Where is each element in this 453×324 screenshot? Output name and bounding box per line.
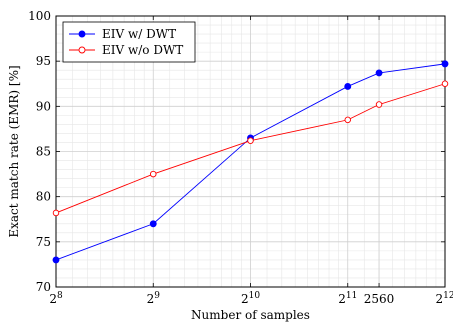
series-line-2 (55, 83, 446, 214)
tick-labels: 70 75 80 85 90 95 100 28 29 210 211 2560 212 (28, 9, 453, 306)
x-tick-label: 29 (147, 291, 161, 306)
series-lines (52, 60, 449, 264)
legend-label: EIV w/ DWT (102, 27, 176, 41)
data-point (441, 80, 449, 87)
x-tick-label: 2560 (364, 292, 395, 306)
series-line-1 (55, 63, 446, 261)
legend-swatch-marker (78, 46, 86, 54)
y-tick-label: 80 (36, 190, 51, 204)
data-point (52, 209, 60, 217)
x-tick-label: 210 (241, 291, 260, 306)
y-tick-label: 70 (36, 280, 51, 294)
data-point (149, 170, 157, 178)
x-axis-label: Number of samples (191, 308, 310, 322)
y-tick-label: 100 (28, 9, 51, 23)
x-tick-label: 211 (338, 291, 357, 306)
x-tick-label: 28 (49, 291, 63, 306)
axes (55, 15, 446, 288)
legend-swatch-marker (78, 30, 86, 38)
y-tick-label: 75 (36, 235, 51, 249)
y-tick-label: 90 (36, 99, 51, 113)
y-axis-label: Exact match rate (EMR) [%] (7, 65, 21, 237)
data-point (344, 116, 352, 124)
data-point (52, 256, 60, 264)
legend-box (62, 21, 196, 63)
data-point (149, 220, 157, 228)
data-point (441, 60, 449, 68)
data-point (247, 137, 254, 144)
legend-label: EIV w/o DWT (102, 43, 183, 57)
y-tick-label: 85 (36, 145, 51, 159)
data-point (375, 69, 383, 77)
data-point (375, 101, 383, 108)
y-tick-label: 95 (36, 54, 51, 68)
data-point (344, 83, 352, 90)
x-tick-label: 212 (435, 291, 453, 306)
legend: EIV w/ DWT EIV w/o DWT (62, 21, 196, 63)
